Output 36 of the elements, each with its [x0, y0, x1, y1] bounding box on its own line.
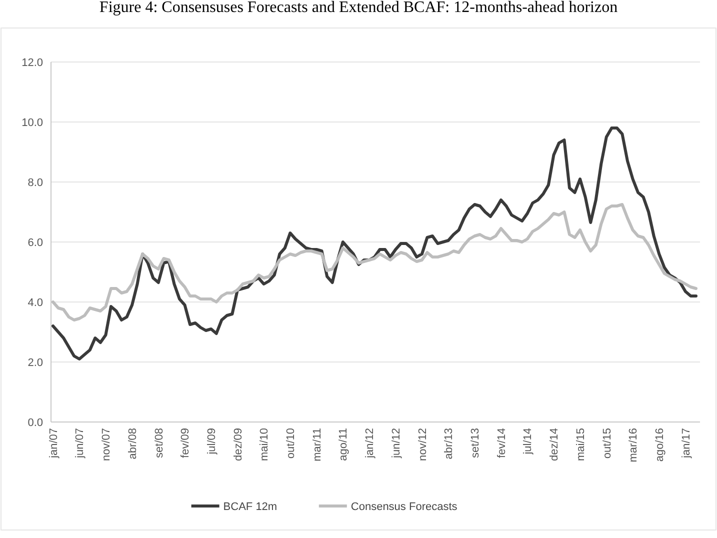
- x-tick-label: fev/09: [180, 428, 192, 458]
- x-tick-label: jul/14: [522, 428, 534, 456]
- legend-label: BCAF 12m: [223, 500, 278, 513]
- x-tick-label: jul/09: [206, 428, 218, 456]
- x-tick-label: abr/08: [126, 428, 139, 460]
- x-tick-label: abr/13: [443, 428, 456, 460]
- x-tick-label: jun/07: [74, 428, 86, 459]
- y-tick-label: 0.0: [28, 416, 43, 429]
- x-tick-label: fev/14: [496, 428, 508, 458]
- x-tick-label: mai/15: [574, 428, 587, 462]
- x-tick-label: nov/07: [100, 428, 113, 462]
- x-tick-label: jan/17: [680, 428, 692, 459]
- x-tick-label: jun/12: [390, 428, 402, 459]
- y-tick-label: 10.0: [22, 116, 43, 129]
- x-tick-label: set/13: [469, 428, 482, 458]
- legend-label: Consensus Forecasts: [350, 500, 458, 513]
- y-tick-label: 2.0: [28, 356, 43, 369]
- y-tick-label: 12.0: [22, 56, 43, 69]
- chart-title: Figure 4: Consensuses Forecasts and Extended BCAF: 12-months-ahead horizon: [99, 0, 618, 16]
- y-tick-label: 4.0: [28, 296, 43, 309]
- x-tick-label: jan/12: [364, 428, 376, 459]
- x-tick-label: set/08: [153, 428, 166, 458]
- x-tick-label: mai/10: [258, 428, 271, 462]
- line-series: [52, 126, 698, 360]
- x-tick-label: dez/14: [548, 428, 561, 462]
- x-tick-label: out/10: [285, 428, 298, 459]
- y-tick-label: 8.0: [28, 176, 43, 189]
- x-tick-label: dez/09: [232, 428, 244, 462]
- x-tick-label: out/15: [601, 428, 614, 459]
- x-tick-label: mar/16: [628, 428, 640, 462]
- x-tick-label: ago/16: [654, 428, 666, 462]
- x-tick-label: jan/07: [48, 428, 60, 459]
- x-tick-label: mar/11: [311, 428, 324, 462]
- y-tick-label: 6.0: [28, 236, 43, 249]
- x-tick-label: nov/12: [416, 428, 429, 462]
- x-tick-label: ago/11: [338, 428, 350, 461]
